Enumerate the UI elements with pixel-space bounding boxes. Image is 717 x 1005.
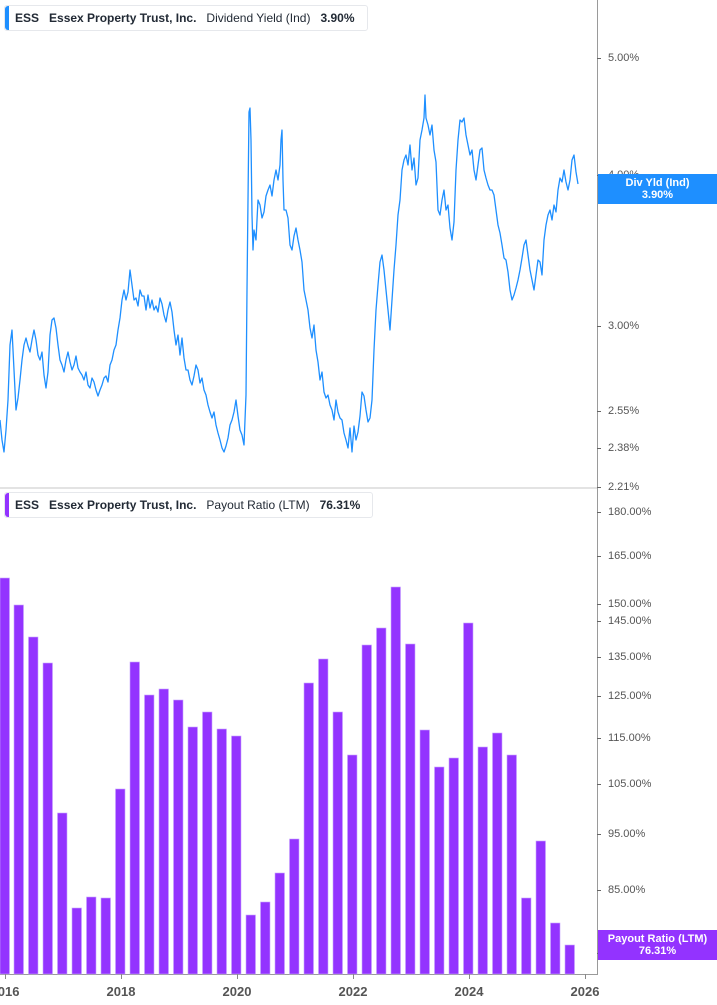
x-tick-label: 2018 <box>106 984 136 999</box>
x-tick-mark <box>121 974 122 979</box>
metric-label: Payout Ratio (LTM) <box>206 498 310 512</box>
series-color-swatch <box>5 6 9 30</box>
series-color-swatch <box>5 493 9 517</box>
y-tick-label: 150.00% <box>608 598 652 610</box>
x-tick-mark <box>469 974 470 979</box>
x-tick-label: 2024 <box>454 984 484 999</box>
y-tick-mark <box>597 604 601 605</box>
company-label: Essex Property Trust, Inc. <box>49 498 197 512</box>
y-tick-mark <box>597 326 601 327</box>
dividend-yield-legend[interactable]: ESS Essex Property Trust, Inc. Dividend … <box>4 5 368 31</box>
y-tick-label: 2.21% <box>608 481 640 493</box>
x-tick-mark <box>353 974 354 979</box>
y-tick-label: 2.55% <box>608 405 640 417</box>
y-tick-mark <box>597 657 601 658</box>
y-tick-label: 135.00% <box>608 651 652 663</box>
y-tick-label: 125.00% <box>608 690 652 702</box>
y-tick-mark <box>597 696 601 697</box>
y-tick-mark <box>597 411 601 412</box>
x-tick-mark <box>5 974 6 979</box>
ticker-label: ESS <box>15 498 40 512</box>
dividend-yield-line <box>0 94 579 453</box>
x-tick-mark <box>585 974 586 979</box>
ticker-label: ESS <box>15 11 40 25</box>
y-tick-label: 105.00% <box>608 778 652 790</box>
y-tick-label: 95.00% <box>608 828 646 840</box>
y-tick-label: 145.00% <box>608 615 652 627</box>
company-label: Essex Property Trust, Inc. <box>49 11 197 25</box>
y-tick-mark <box>597 621 601 622</box>
metric-label: Dividend Yield (Ind) <box>206 11 311 25</box>
y-tick-label: 165.00% <box>608 550 652 562</box>
y-tick-label: 115.00% <box>608 732 651 744</box>
panel-divider <box>0 487 597 489</box>
payout-ratio-value-tag: Payout Ratio (LTM) 76.31% <box>598 930 717 960</box>
y-tick-mark <box>597 556 601 557</box>
x-tick-label: 2022 <box>338 984 368 999</box>
y-tick-label: 180.00% <box>608 506 652 518</box>
y-tick-mark <box>597 834 601 835</box>
y-tick-mark <box>597 58 601 59</box>
y-tick-mark <box>597 448 601 449</box>
y-tick-mark <box>597 890 601 891</box>
y-tick-label: 5.00% <box>608 52 640 64</box>
metric-value: 3.90% <box>320 11 355 25</box>
payout-ratio-bars <box>0 577 575 975</box>
y-tick-mark <box>597 738 601 739</box>
tag-label: Payout Ratio (LTM) <box>607 933 708 945</box>
tag-value: 76.31% <box>638 945 677 957</box>
y-tick-mark <box>597 784 601 785</box>
x-tick-mark <box>237 974 238 979</box>
tag-value: 3.90% <box>641 189 674 201</box>
x-tick-label: 2016 <box>0 984 20 999</box>
x-tick-label: 2020 <box>222 984 252 999</box>
y-tick-label: 85.00% <box>608 884 646 896</box>
metric-value: 76.31% <box>319 498 361 512</box>
tag-label: Div Yld (Ind) <box>625 177 690 189</box>
y-tick-mark <box>597 487 601 488</box>
dividend-yield-value-tag: Div Yld (Ind) 3.90% <box>598 174 717 204</box>
y-tick-label: 3.00% <box>608 320 640 332</box>
y-tick-label: 2.38% <box>608 442 640 454</box>
payout-ratio-legend[interactable]: ESS Essex Property Trust, Inc. Payout Ra… <box>4 492 374 518</box>
x-tick-label: 2026 <box>570 984 600 999</box>
y-tick-mark <box>597 512 601 513</box>
